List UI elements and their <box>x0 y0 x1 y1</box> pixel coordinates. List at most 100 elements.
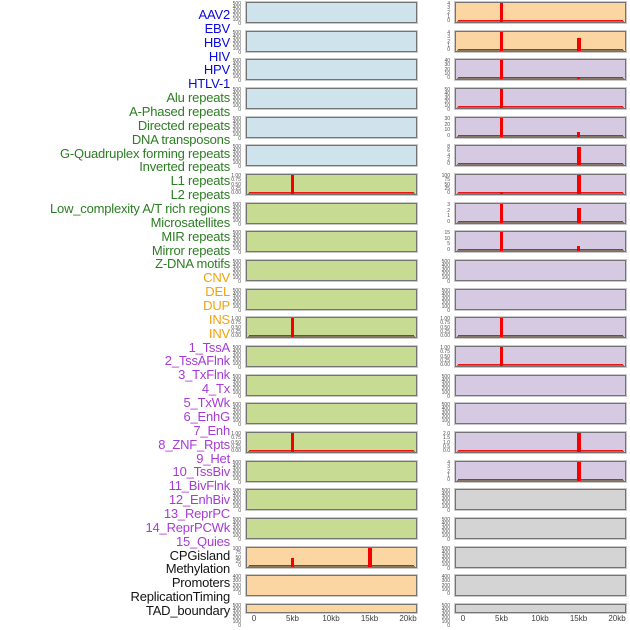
plot-ebv <box>245 30 418 53</box>
y-tick: 0 <box>447 218 450 225</box>
y-tick: 200 <box>232 300 241 306</box>
plot-alu-repeats <box>245 173 418 196</box>
y-tick: 500 <box>232 1 241 7</box>
y-tick: 400 <box>232 406 241 412</box>
y-tick: 300 <box>441 296 450 302</box>
y-tick: 100 <box>232 46 241 52</box>
track-label-mirror-repeats: Mirror repeats <box>151 242 230 258</box>
y-tick: 400 <box>232 206 241 212</box>
track-label-tad-boundary: TAD_boundary <box>145 602 230 618</box>
track-label-3-txflnk: 3_TxFlnk <box>178 367 230 383</box>
y-tick: 300 <box>232 353 241 359</box>
y-tick: 10 <box>444 70 450 77</box>
y-tick: 0.50 <box>231 181 241 188</box>
y-tick: 0 <box>238 365 241 371</box>
y-tick: 200 <box>232 128 241 134</box>
track-label-12-enhbiv: 12_EnhBiv <box>168 492 230 508</box>
y-tick: 200 <box>232 70 241 76</box>
y-axis-ticks-del: 400 300 200 100 0 <box>196 575 244 597</box>
y-tick: 3 <box>447 202 450 208</box>
y-tick: 500 <box>441 546 450 552</box>
y-tick: 100 <box>441 586 450 593</box>
y-axis-ticks-14-reprpcwk: 2.0 1.5 1.0 0.5 0.0 <box>405 432 453 454</box>
y-tick: 200 <box>441 271 450 277</box>
baseline-density <box>458 162 623 164</box>
x-axis-tick-20kb: 20kb <box>399 614 417 623</box>
y-tick: 25 <box>444 185 450 192</box>
y-tick: 0 <box>447 422 450 428</box>
y-axis-ticks-htlv-1: 500 400 300 200 100 0 <box>196 145 244 170</box>
y-tick: 0 <box>447 18 450 24</box>
y-tick: 0 <box>238 308 241 314</box>
peak-marker-15kb <box>577 132 580 137</box>
axis-line <box>457 136 624 137</box>
track-label-hpv: HPV <box>203 62 230 78</box>
y-tick: 200 <box>232 156 241 162</box>
y-axis-ticks-11-bivflnk: 1.00 0.75 0.50 0.25 0.00 <box>405 346 453 368</box>
plot-z-dna-motifs <box>245 517 418 540</box>
y-tick: 400 <box>232 234 241 240</box>
plot-hpv <box>245 116 418 139</box>
x-axis-tick-5kb: 5kb <box>286 614 299 623</box>
y-axis-ticks-13-reprpc: 500 400 300 200 100 0 <box>405 403 453 428</box>
peak-marker-15kb <box>577 77 580 79</box>
plot-9-het <box>454 288 627 311</box>
y-tick: 30 <box>444 116 450 122</box>
y-tick: 300 <box>441 410 450 416</box>
plot-hbv <box>245 58 418 81</box>
axis-line <box>248 451 415 452</box>
y-tick: 200 <box>232 615 241 621</box>
y-tick: 1.00 <box>231 173 241 179</box>
plot-12-enhbiv <box>454 374 627 397</box>
plot-g-quadruplex-forming-repeats <box>245 288 418 311</box>
track-label-1-tssa: 1_TssA <box>188 339 231 355</box>
y-tick: 6 <box>447 148 450 155</box>
peak-marker-5kb <box>500 60 503 79</box>
y-axis-ticks-9-het: 500 400 300 200 100 0 <box>405 289 453 314</box>
y-tick: 0 <box>238 222 241 228</box>
axis-line <box>248 193 415 194</box>
y-tick: 1 <box>447 472 450 479</box>
track-label-10-tssbiv: 10_TssBiv <box>172 464 231 480</box>
y-tick: 1 <box>447 213 450 220</box>
track-label-4-tx: 4_Tx <box>201 381 230 397</box>
peak-marker-5kb <box>291 175 294 194</box>
y-axis-ticks-ebv: 500 400 300 200 100 0 <box>196 31 244 56</box>
baseline-density <box>458 334 623 336</box>
y-tick: 300 <box>232 468 241 474</box>
y-tick: 200 <box>441 500 450 506</box>
y-tick: 1 <box>447 42 450 49</box>
y-tick: 3 <box>447 464 450 471</box>
y-axis-ticks-hiv: 500 400 300 200 100 0 <box>196 88 244 113</box>
x-axis-right: 0 5kb 10kb 15kb 20kb <box>455 614 626 628</box>
y-tick: 1.00 <box>231 431 241 437</box>
y-tick: 75 <box>444 177 450 184</box>
baseline-density <box>458 220 623 222</box>
plot-cnv <box>245 546 418 569</box>
y-tick: 400 <box>232 263 241 269</box>
y-tick: 0.50 <box>440 324 450 331</box>
track-label-microsatellites: Microsatellites <box>150 214 231 230</box>
track-label-replicationtiming: ReplicationTiming <box>130 589 231 605</box>
y-tick: 0.00 <box>231 333 241 339</box>
y-tick: 100 <box>232 361 241 367</box>
axis-line <box>457 78 624 79</box>
y-axis-ticks-microsatellites: 1.00 0.75 0.50 0.25 0.00 <box>196 431 244 454</box>
plot-2-tssaflnk <box>454 87 627 110</box>
track-label-alu-repeats: Alu repeats <box>166 90 230 106</box>
y-tick: 1 <box>447 13 450 20</box>
plot-15-quies <box>454 460 627 483</box>
track-label-methylation: Methylation <box>165 561 230 577</box>
baseline-density <box>458 48 623 50</box>
baseline-density <box>458 19 623 21</box>
baseline-density <box>458 363 623 365</box>
y-tick: 0 <box>447 566 450 572</box>
y-tick: 0 <box>447 537 450 543</box>
baseline-density <box>249 564 414 566</box>
plot-l1-repeats <box>245 345 418 368</box>
axis-line <box>457 107 624 108</box>
y-tick: 0 <box>447 591 450 597</box>
y-tick: 50 <box>444 181 450 188</box>
y-tick: 0 <box>238 623 241 629</box>
